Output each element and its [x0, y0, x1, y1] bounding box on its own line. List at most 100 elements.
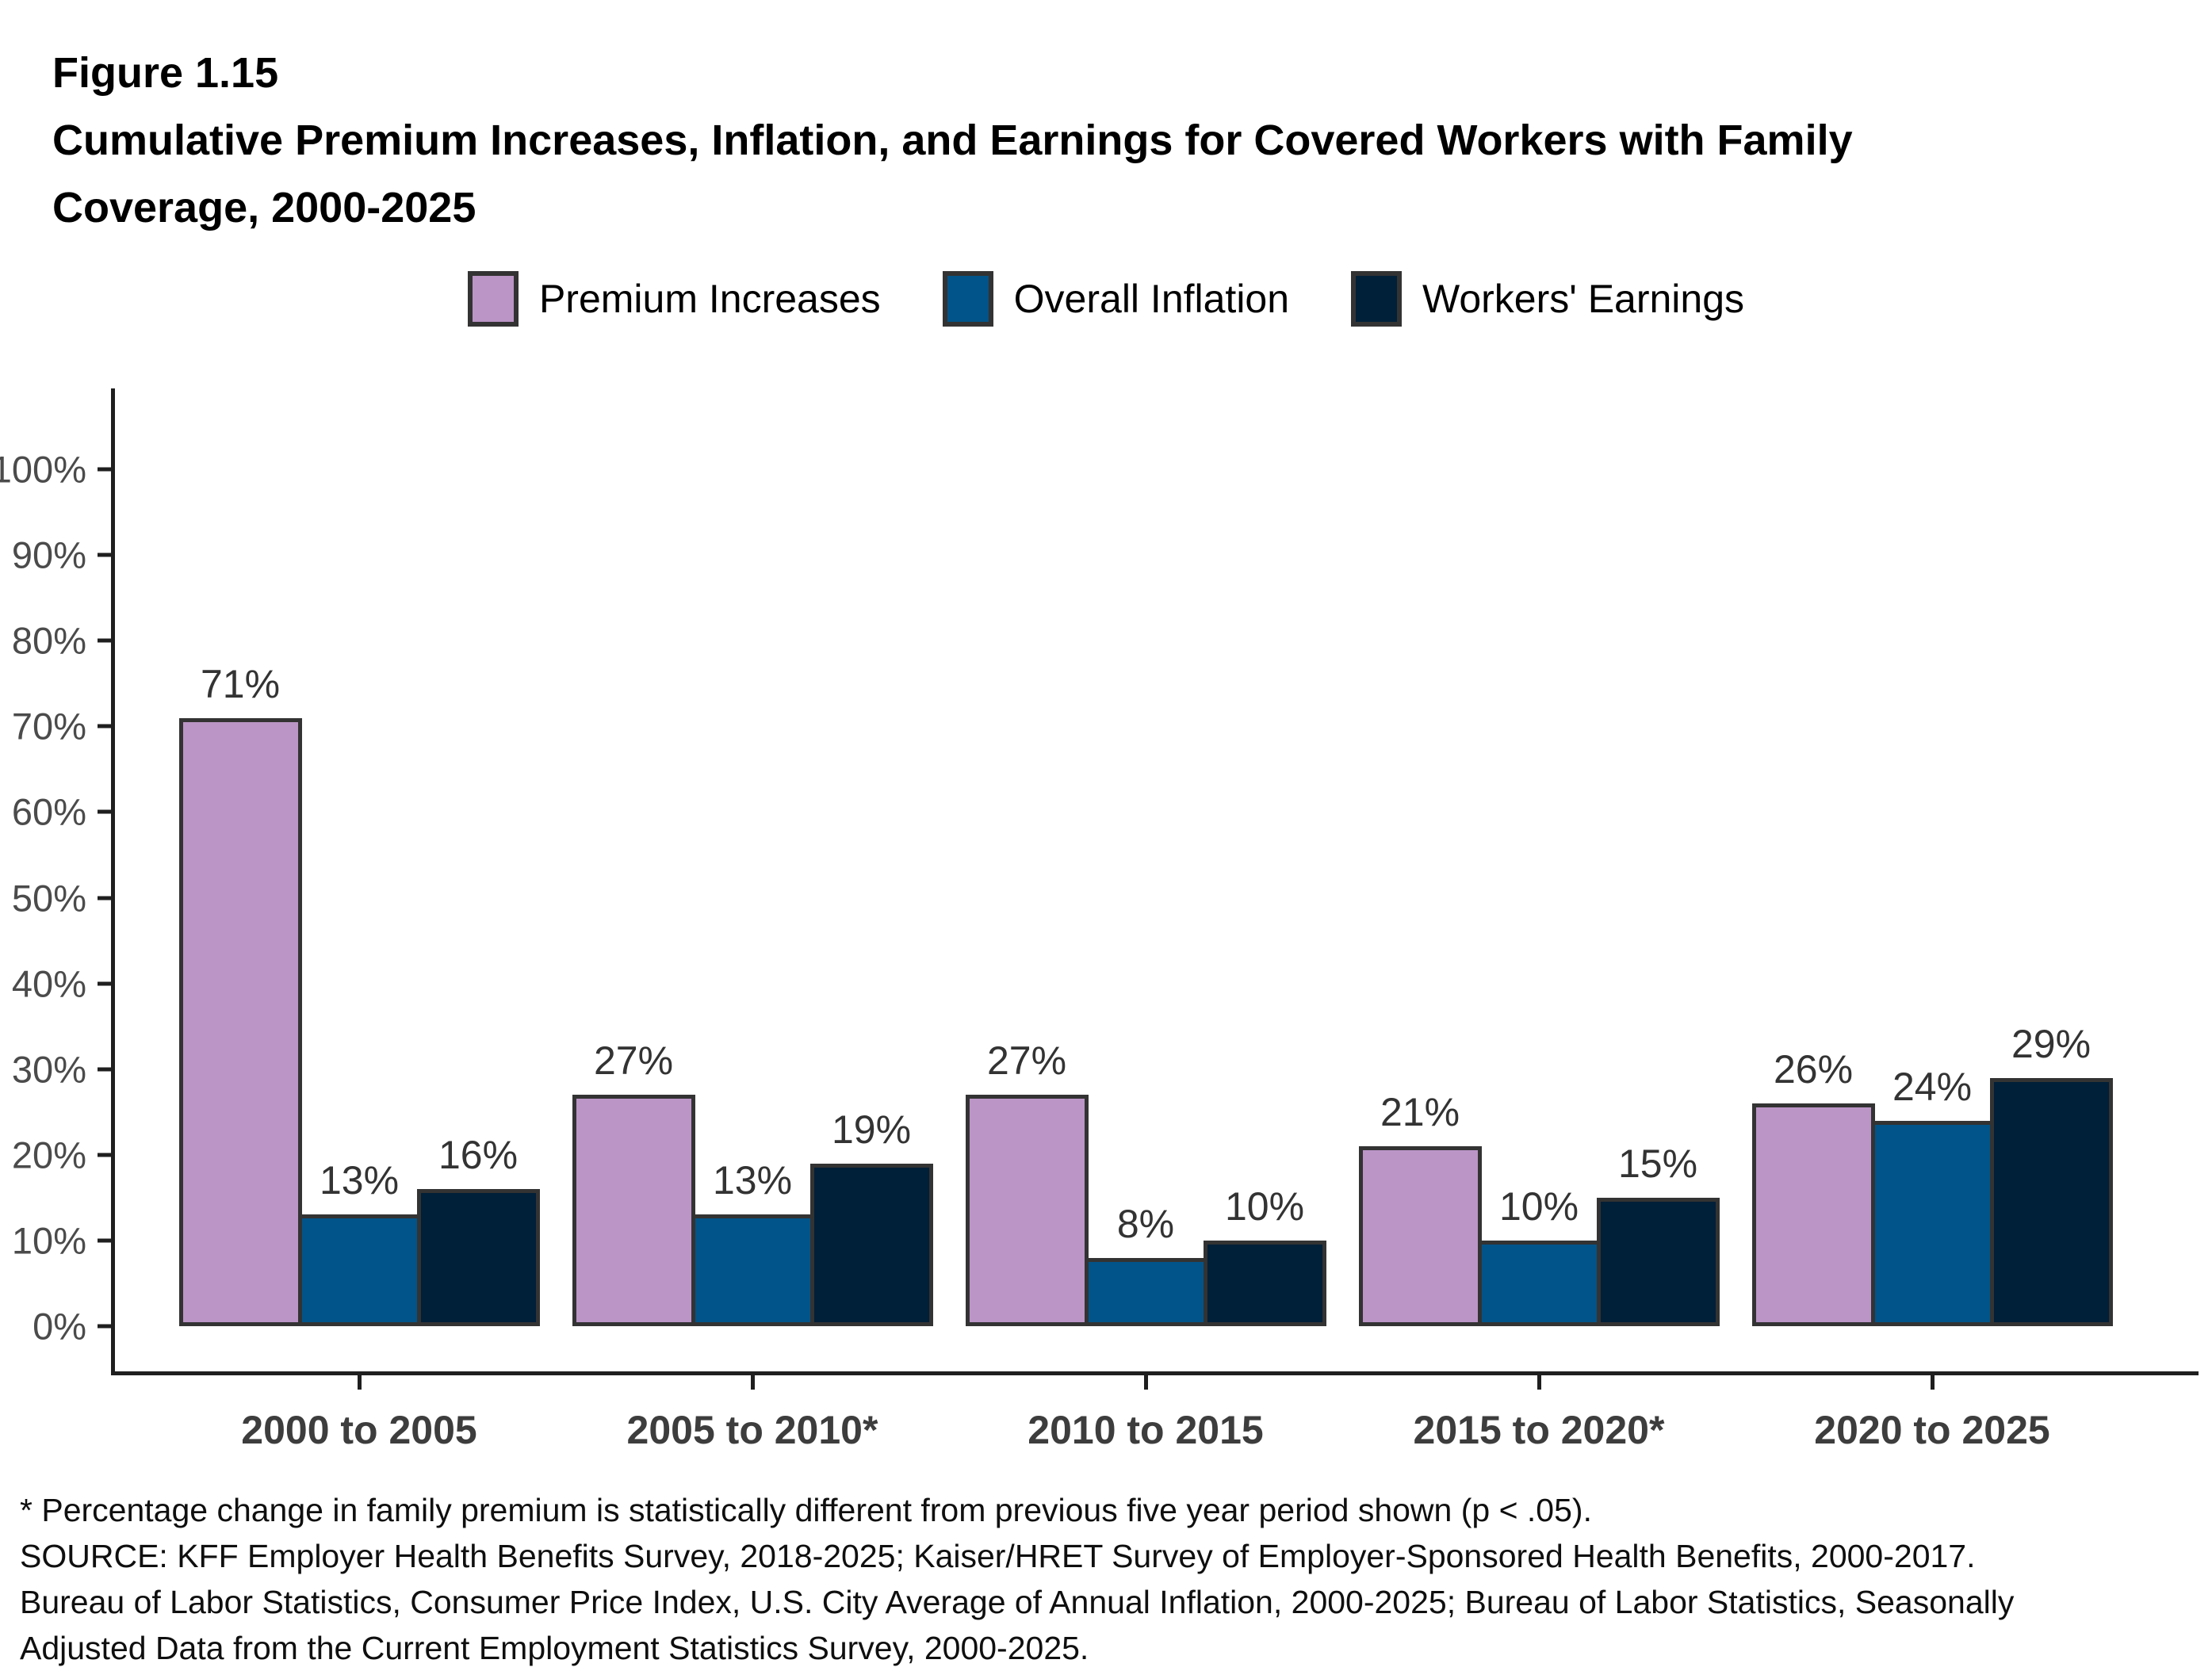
legend-label: Premium Increases [538, 277, 881, 321]
legend-swatch-icon [942, 271, 993, 327]
y-axis-tick: 80% [12, 619, 115, 663]
bar-group: 21% 10% 15% [1342, 661, 1736, 1326]
bar [297, 1214, 421, 1326]
y-axis-tick-mark [98, 809, 115, 814]
legend-item: Overall Inflation [942, 271, 1290, 327]
y-axis-tick: 50% [12, 876, 115, 920]
chart-panel: 0% 10% 20% 30% 40% 50% 60% 70% 80% 90% 1 [0, 388, 2199, 1452]
y-axis-tick-mark [98, 1238, 115, 1243]
y-axis-tick-mark [98, 638, 115, 643]
bar-unit: 27% [965, 1038, 1089, 1326]
y-axis-tick-mark [98, 1153, 115, 1157]
y-axis-tick: 10% [12, 1218, 115, 1262]
x-axis-tick-mark [1537, 1375, 1541, 1390]
y-axis-tick-label: 90% [11, 533, 86, 576]
y-axis-tick-mark [98, 467, 115, 472]
x-axis-tick-mark [1143, 1375, 1148, 1390]
legend-item: Workers' Earnings [1351, 271, 1744, 327]
x-axis-slot: 2010 to 2015 [949, 1375, 1342, 1453]
bar [691, 1214, 814, 1326]
bar-value-label: 21% [1380, 1090, 1460, 1134]
bar-unit: 15% [1596, 1141, 1720, 1326]
legend-item: Premium Increases [467, 271, 881, 327]
bar [1477, 1240, 1601, 1326]
bar [1596, 1197, 1720, 1326]
footnote-source: SOURCE: KFF Employer Health Benefits Sur… [20, 1538, 2015, 1666]
x-axis-label: 2010 to 2015 [1028, 1408, 1264, 1452]
x-axis-tick-mark [750, 1375, 755, 1390]
bar-unit: 19% [809, 1107, 933, 1326]
y-axis-tick: 20% [12, 1133, 115, 1176]
y-axis-tick: 90% [12, 533, 115, 577]
bar-value-label: 27% [593, 1038, 674, 1084]
y-axis-tick-label: 100% [0, 448, 86, 491]
y-axis-tick: 60% [12, 790, 115, 834]
bar [1870, 1120, 1994, 1326]
y-axis-tick-label: 40% [11, 962, 86, 1005]
bar-unit: 13% [691, 1157, 814, 1326]
x-axis-label: 2015 to 2020* [1413, 1408, 1665, 1452]
bar-group: 27% 8% 10% [949, 661, 1342, 1326]
x-axis-tick-mark [357, 1375, 362, 1390]
bar [572, 1095, 695, 1326]
y-axis-tick-label: 70% [11, 705, 86, 748]
bar [178, 717, 302, 1326]
x-axis-label: 2000 to 2005 [241, 1408, 477, 1452]
y-axis-tick-mark [98, 724, 115, 728]
bar-value-label: 27% [986, 1038, 1067, 1084]
x-axis-label: 2005 to 2010* [626, 1408, 878, 1452]
y-axis-tick-label: 30% [11, 1048, 86, 1091]
y-axis-tick-label: 60% [11, 790, 86, 833]
bar-unit: 10% [1203, 1183, 1326, 1326]
y-axis-tick-mark [98, 1324, 115, 1329]
x-axis-slot: 2000 to 2005 [163, 1375, 556, 1453]
y-axis-tick-mark [98, 1067, 115, 1072]
chart-title: Cumulative Premium Increases, Inflation,… [52, 117, 1853, 231]
y-axis-tick-label: 10% [11, 1219, 86, 1262]
legend: Premium Increases Overall Inflation Work… [0, 271, 2212, 327]
bar-value-label: 24% [1892, 1064, 1973, 1109]
bar [1084, 1257, 1207, 1326]
bar-value-label: 10% [1224, 1183, 1305, 1229]
y-axis-tick-label: 20% [11, 1134, 86, 1176]
legend-swatch-icon [1351, 271, 1403, 327]
bar-unit: 13% [297, 1157, 421, 1326]
y-axis-tick-mark [98, 553, 115, 557]
bar-value-label: 8% [1116, 1201, 1175, 1246]
bar-group: 27% 13% 19% [556, 661, 949, 1326]
bar-unit: 10% [1477, 1183, 1601, 1326]
legend-swatch-icon [467, 271, 519, 327]
bar-value-label: 29% [2011, 1021, 2091, 1066]
y-axis-tick: 70% [12, 705, 115, 748]
x-axis-slot: 2020 to 2025 [1736, 1375, 2129, 1453]
bar [1358, 1146, 1482, 1326]
bar-value-label: 15% [1617, 1141, 1698, 1186]
y-axis-tick: 0% [33, 1305, 115, 1348]
bar-unit: 29% [1989, 1021, 2113, 1326]
y-axis-tick: 100% [0, 448, 115, 491]
bar-unit: 26% [1751, 1046, 1875, 1326]
legend-label: Workers' Earnings [1422, 277, 1745, 321]
footnote-asterisk: * Percentage change in family premium is… [20, 1492, 1592, 1528]
bar-value-label: 13% [319, 1158, 400, 1203]
legend-label: Overall Inflation [1013, 277, 1290, 321]
bar [1751, 1103, 1875, 1326]
bar-value-label: 71% [200, 661, 281, 706]
bar-unit: 8% [1084, 1201, 1207, 1326]
bar-value-label: 26% [1773, 1046, 1854, 1092]
y-axis-tick: 30% [12, 1047, 115, 1091]
footnotes: * Percentage change in family premium is… [20, 1487, 2081, 1671]
bar-value-label: 19% [831, 1107, 912, 1152]
y-axis-tick-label: 0% [33, 1305, 86, 1348]
x-axis-label: 2020 to 2025 [1814, 1408, 2050, 1452]
bar [1989, 1077, 2113, 1326]
bar-value-label: 13% [712, 1158, 793, 1203]
x-axis-slot: 2015 to 2020* [1342, 1375, 1736, 1453]
bar-unit: 71% [178, 661, 302, 1326]
bar [809, 1163, 933, 1326]
bar-group: 71% 13% 16% [163, 661, 556, 1326]
bar-unit: 21% [1358, 1089, 1482, 1326]
bar [416, 1189, 540, 1326]
bar-value-label: 10% [1498, 1183, 1579, 1229]
bar [965, 1095, 1089, 1326]
